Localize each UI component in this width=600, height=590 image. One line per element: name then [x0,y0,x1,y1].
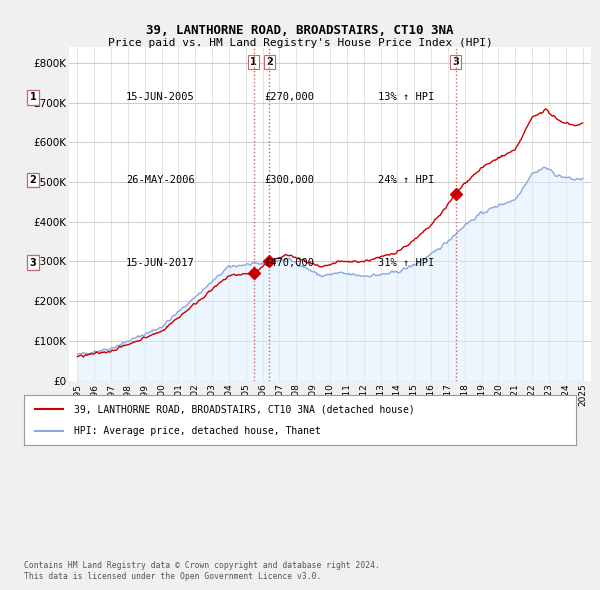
Text: 31% ↑ HPI: 31% ↑ HPI [378,258,434,267]
Text: £300,000: £300,000 [264,175,314,185]
Text: 15-JUN-2005: 15-JUN-2005 [126,93,195,102]
Text: 24% ↑ HPI: 24% ↑ HPI [378,175,434,185]
Text: 2: 2 [266,57,273,67]
Text: 15-JUN-2017: 15-JUN-2017 [126,258,195,267]
Text: 26-MAY-2006: 26-MAY-2006 [126,175,195,185]
Text: This data is licensed under the Open Government Licence v3.0.: This data is licensed under the Open Gov… [24,572,322,581]
Text: 13% ↑ HPI: 13% ↑ HPI [378,93,434,102]
Text: Contains HM Land Registry data © Crown copyright and database right 2024.: Contains HM Land Registry data © Crown c… [24,560,380,569]
Text: HPI: Average price, detached house, Thanet: HPI: Average price, detached house, Than… [74,427,320,437]
Text: 39, LANTHORNE ROAD, BROADSTAIRS, CT10 3NA: 39, LANTHORNE ROAD, BROADSTAIRS, CT10 3N… [146,24,454,37]
Text: 2: 2 [29,175,37,185]
Text: 3: 3 [452,57,459,67]
Text: 1: 1 [29,93,37,102]
Text: £470,000: £470,000 [264,258,314,267]
Text: Price paid vs. HM Land Registry's House Price Index (HPI): Price paid vs. HM Land Registry's House … [107,38,493,48]
Text: 1: 1 [250,57,257,67]
Text: £270,000: £270,000 [264,93,314,102]
Text: 39, LANTHORNE ROAD, BROADSTAIRS, CT10 3NA (detached house): 39, LANTHORNE ROAD, BROADSTAIRS, CT10 3N… [74,404,415,414]
Text: 3: 3 [29,258,37,267]
